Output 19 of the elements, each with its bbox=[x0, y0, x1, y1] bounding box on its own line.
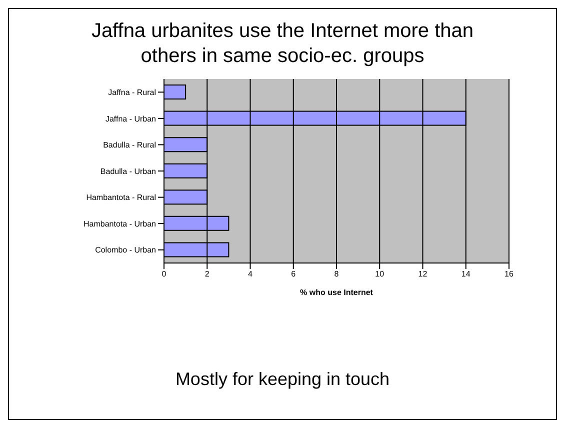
chart-title: Jaffna urbanites use the Internet more than others in same socio-ec. groups bbox=[90, 19, 475, 69]
y-tick-label: Colombo - Urban bbox=[95, 246, 156, 255]
x-tick-label: 8 bbox=[334, 270, 340, 279]
x-tick-label: 2 bbox=[204, 270, 210, 279]
x-tick-label: 0 bbox=[162, 270, 167, 279]
y-tick-label: Badulla - Urban bbox=[100, 166, 156, 176]
text: Mostly for keeping in touch bbox=[174, 369, 391, 390]
y-tick-label: Jaffna - Urban bbox=[105, 114, 156, 124]
y-tick-label: Badulla - Rural bbox=[103, 140, 156, 150]
y-tick-label: Jaffna - Rural bbox=[108, 88, 156, 97]
x-tick-label: 10 bbox=[375, 270, 385, 279]
x-tick-label: 6 bbox=[291, 270, 296, 279]
y-tick-label: Hambantota - Urban bbox=[84, 219, 156, 228]
x-tick-label: 14 bbox=[461, 270, 471, 279]
x-tick-label: 16 bbox=[504, 270, 514, 279]
x-tick-label: 4 bbox=[248, 270, 254, 279]
y-tick-label: Hambantota - Rural bbox=[86, 193, 156, 202]
x-tick-label: 12 bbox=[418, 270, 428, 279]
x-axis-title: % who use Internet bbox=[300, 288, 374, 297]
